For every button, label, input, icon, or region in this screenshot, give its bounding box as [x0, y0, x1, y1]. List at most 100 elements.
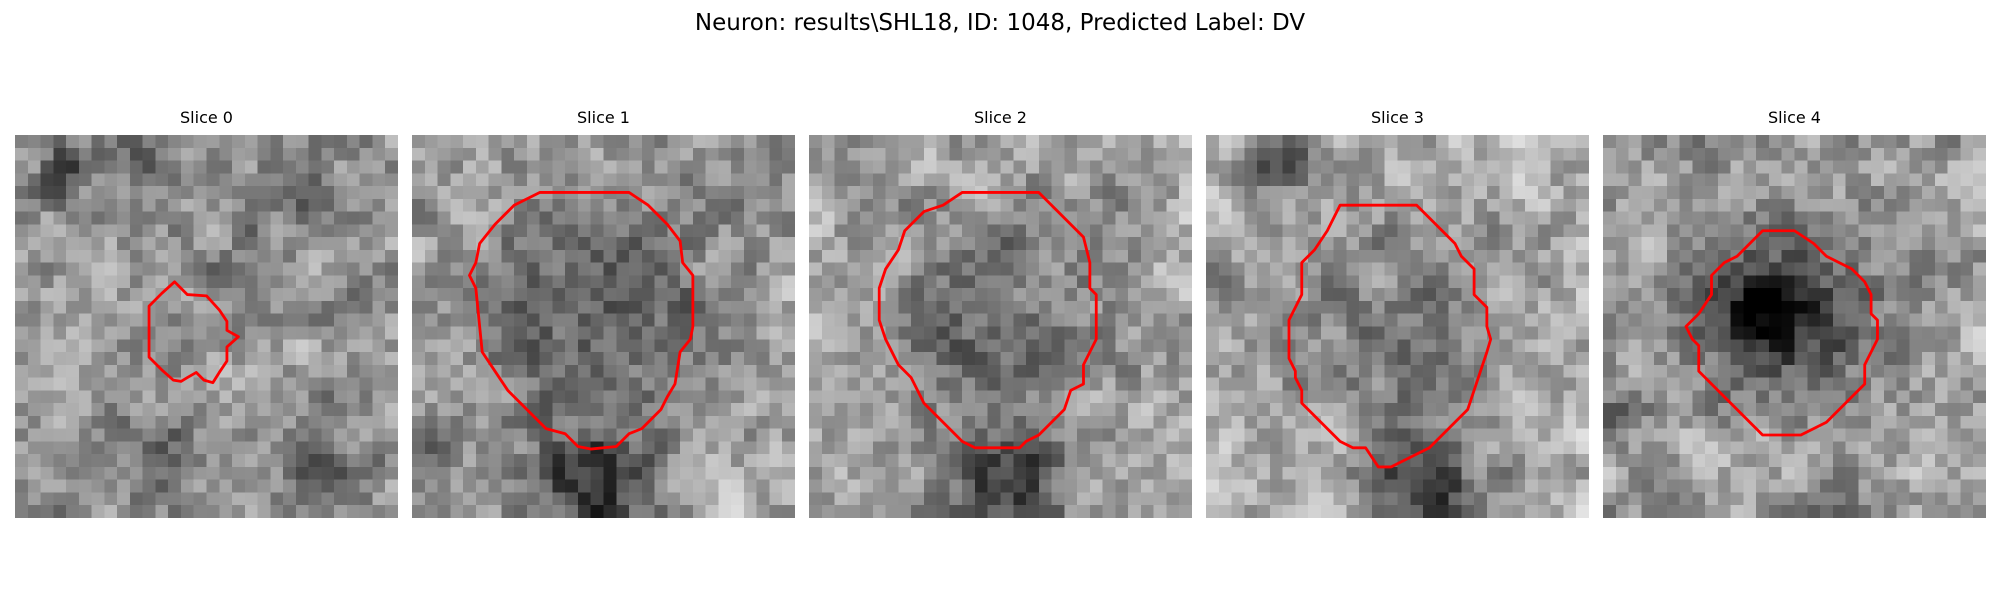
slice-pixel — [372, 135, 386, 149]
slice-pixel — [1128, 492, 1142, 506]
slice-pixel — [1807, 492, 1821, 506]
slice-pixel — [1397, 492, 1411, 506]
slice-pixel — [1153, 377, 1167, 391]
slice-pixel — [295, 147, 309, 161]
slice-pixel — [782, 313, 795, 327]
slice-pixel — [1013, 415, 1027, 429]
slice-pixel — [1308, 147, 1322, 161]
slice-pixel — [1026, 300, 1040, 314]
slice-pixel — [1512, 492, 1526, 506]
slice-pixel — [756, 160, 770, 174]
slice-pixel — [142, 224, 156, 238]
slice-pixel — [1423, 466, 1437, 480]
slice-pixel — [552, 288, 566, 302]
slice-pixel — [1346, 147, 1360, 161]
slice-pixel — [385, 505, 398, 518]
slice-pixel — [1231, 326, 1245, 340]
slice-pixel — [936, 454, 950, 468]
slice-pixel — [424, 249, 438, 263]
slice-pixel — [359, 466, 373, 480]
slice-pixel — [1000, 275, 1014, 289]
slice-pixel — [501, 454, 515, 468]
slice-pixel — [1525, 326, 1539, 340]
slice-pixel — [603, 492, 617, 506]
slice-pixel — [372, 352, 386, 366]
slice-pixel — [577, 326, 591, 340]
slice-pixel — [1960, 377, 1974, 391]
slice-pixel — [1743, 364, 1757, 378]
slice-pixel — [1359, 224, 1373, 238]
slice-pixel — [898, 377, 912, 391]
slice-pixel — [488, 415, 502, 429]
slice-pixel — [501, 237, 515, 251]
slice-pixel — [1832, 326, 1846, 340]
slice-pixel — [1820, 428, 1834, 442]
slice-pixel — [142, 377, 156, 391]
slice-pixel — [1679, 415, 1693, 429]
slice-pixel — [1832, 441, 1846, 455]
slice-pixel — [552, 454, 566, 468]
slice-pixel — [577, 390, 591, 404]
slice-pixel — [66, 224, 80, 238]
slice-pixel — [911, 313, 925, 327]
slice-pixel — [142, 160, 156, 174]
slice-pixel — [1115, 492, 1129, 506]
slice-pixel — [641, 466, 655, 480]
slice-pixel — [1026, 415, 1040, 429]
slice-pixel — [1077, 211, 1091, 225]
slice-pixel — [1077, 135, 1091, 149]
slice-pixel — [78, 326, 92, 340]
slice-pixel — [1628, 300, 1642, 314]
slice-pixel — [1807, 352, 1821, 366]
slice-pixel — [1743, 275, 1757, 289]
slice-pixel — [1871, 262, 1885, 276]
slice-pixel — [244, 275, 258, 289]
slice-pixel — [1140, 415, 1154, 429]
slice-pixel — [295, 390, 309, 404]
slice-pixel — [1934, 300, 1948, 314]
slice-pixel — [1960, 403, 1974, 417]
slice-title: Slice 3 — [1371, 108, 1424, 127]
slice-pixel — [142, 454, 156, 468]
slice-pixel — [321, 288, 335, 302]
slice-pixel — [1896, 300, 1910, 314]
slice-pixel — [1128, 224, 1142, 238]
slice-pixel — [847, 377, 861, 391]
slice-pixel — [552, 492, 566, 506]
slice-pixel — [1410, 415, 1424, 429]
slice-pixel — [1525, 466, 1539, 480]
slice-pixel — [680, 288, 694, 302]
slice-pixel — [488, 275, 502, 289]
slice-pixel — [769, 403, 783, 417]
slice-pixel — [27, 492, 41, 506]
slice-pixel — [155, 454, 169, 468]
slice-pixel — [1026, 262, 1040, 276]
slice-pixel — [180, 326, 194, 340]
slice-pixel — [1474, 339, 1488, 353]
slice-pixel — [424, 403, 438, 417]
slice-pixel — [1641, 403, 1655, 417]
slice-pixel — [1461, 441, 1475, 455]
slice-pixel — [334, 224, 348, 238]
slice-pixel — [385, 364, 398, 378]
slice-pixel — [168, 454, 182, 468]
slice-pixel — [539, 479, 553, 493]
slice-pixel — [1820, 377, 1834, 391]
slice-pixel — [1537, 479, 1551, 493]
slice-pixel — [104, 198, 118, 212]
slice-pixel — [1807, 262, 1821, 276]
slice-pixel — [962, 403, 976, 417]
slice-pixel — [1615, 454, 1629, 468]
slice-pixel — [1102, 466, 1116, 480]
slice-pixel — [1448, 211, 1462, 225]
slice-pixel — [1730, 237, 1744, 251]
slice-pixel — [1346, 224, 1360, 238]
slice-pixel — [53, 313, 67, 327]
slice-pixel — [1871, 211, 1885, 225]
slice-pixel — [1960, 454, 1974, 468]
slice-pixel — [743, 364, 757, 378]
slice-pixel — [898, 505, 912, 518]
slice-pixel — [923, 135, 937, 149]
slice-pixel — [1013, 275, 1027, 289]
slice-pixel — [346, 147, 360, 161]
